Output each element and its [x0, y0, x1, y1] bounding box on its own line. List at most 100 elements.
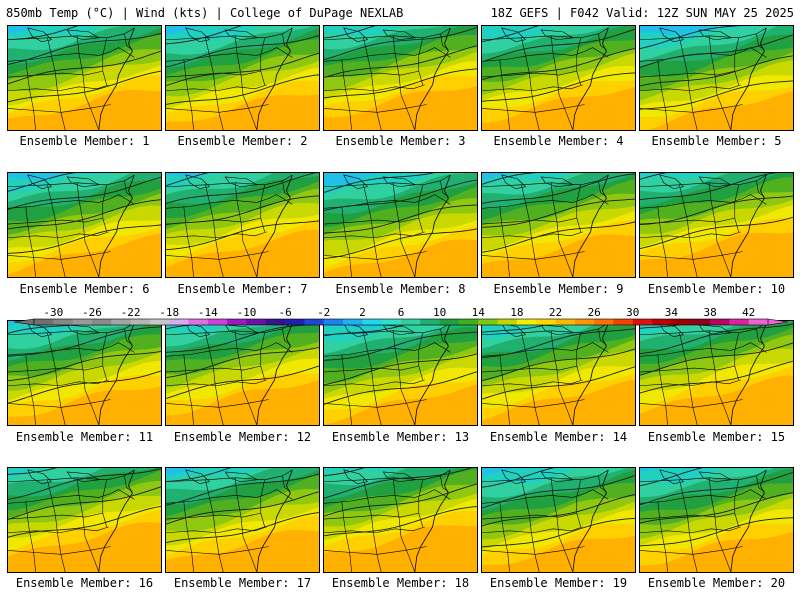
colorbar-segment — [265, 319, 286, 325]
temperature-map — [324, 173, 477, 277]
ensemble-member-label: Ensemble Member: 4 — [493, 134, 624, 148]
colorbar-segment — [207, 319, 228, 325]
colorbar-segment — [439, 319, 460, 325]
colorbar-segment — [53, 319, 73, 325]
temperature-map — [8, 173, 161, 277]
ensemble-map-panel — [639, 467, 794, 573]
ensemble-map-panel — [323, 172, 478, 278]
ensemble-map-panel — [323, 467, 478, 573]
ensemble-member-label: Ensemble Member: 16 — [15, 576, 154, 590]
temperature-map — [166, 173, 319, 277]
colorbar-segment — [652, 319, 672, 325]
colorbar-segment — [149, 319, 170, 325]
ensemble-member-label: Ensemble Member: 9 — [493, 282, 624, 296]
colorbar-segment — [671, 319, 692, 325]
colorbar-segment — [91, 319, 112, 325]
colorbar-tick-label: -10 — [237, 306, 257, 319]
ensemble-map-panel — [639, 320, 794, 426]
ensemble-member-label: Ensemble Member: 11 — [15, 430, 154, 444]
colorbar-segment — [285, 319, 305, 325]
colorbar-segment — [304, 319, 325, 325]
map-title: 850mb Temp (°C) | Wind (kts) | College o… — [6, 6, 404, 20]
ensemble-map-panel — [481, 172, 636, 278]
temperature-map — [482, 173, 635, 277]
colorbar-tick-label: 22 — [549, 306, 562, 319]
colorbar-segment — [748, 319, 769, 325]
ensemble-member-label: Ensemble Member: 8 — [335, 282, 466, 296]
temperature-map — [324, 468, 477, 572]
colorbar-tick-label: 18 — [510, 306, 523, 319]
colorbar-tick-label: -6 — [278, 306, 291, 319]
colorbar-segment — [34, 319, 54, 325]
colorbar-segment — [710, 319, 730, 325]
temperature-map — [482, 468, 635, 572]
ensemble-member-label: Ensemble Member: 15 — [647, 430, 786, 444]
colorbar-tick-label: -22 — [121, 306, 141, 319]
colorbar-tick-label: -2 — [317, 306, 330, 319]
ensemble-member-label: Ensemble Member: 10 — [647, 282, 786, 296]
colorbar-segment — [458, 319, 479, 325]
temperature-map — [166, 468, 319, 572]
ensemble-map-panel — [639, 25, 794, 131]
ensemble-map-panel — [323, 25, 478, 131]
temperature-map — [324, 321, 477, 425]
ensemble-member-label: Ensemble Member: 12 — [173, 430, 312, 444]
ensemble-map-panel — [165, 467, 320, 573]
ensemble-member-label: Ensemble Member: 6 — [19, 282, 150, 296]
colorbar-segment — [72, 319, 93, 325]
colorbar-segment — [362, 319, 382, 325]
ensemble-map-panel — [7, 467, 162, 573]
colorbar-segment — [497, 319, 518, 325]
colorbar-tick-label: 10 — [433, 306, 446, 319]
ensemble-member-label: Ensemble Member: 14 — [489, 430, 628, 444]
colorbar-tick-label: -18 — [159, 306, 179, 319]
colorbar-segment — [169, 319, 189, 325]
ensemble-member-label: Ensemble Member: 18 — [331, 576, 470, 590]
colorbar-segment — [632, 319, 653, 325]
colorbar-segment — [401, 319, 421, 325]
colorbar-tick-label: 26 — [588, 306, 601, 319]
temperature-map — [640, 321, 793, 425]
colorbar-segment — [188, 319, 209, 325]
colorbar-segment — [130, 319, 151, 325]
temperature-map — [166, 26, 319, 130]
colorbar-segment — [613, 319, 634, 325]
colorbar-segment — [536, 319, 556, 325]
colorbar-segment — [594, 319, 614, 325]
colorbar-tick-label: 2 — [359, 306, 366, 319]
colorbar-segment — [690, 319, 711, 325]
colorbar-segment — [246, 319, 267, 325]
colorbar-segment — [555, 319, 576, 325]
colorbar-left-arrow — [13, 318, 35, 326]
colorbar-segment — [729, 319, 749, 325]
temperature-map — [640, 173, 793, 277]
ensemble-member-label: Ensemble Member: 7 — [177, 282, 308, 296]
ensemble-map-panel — [165, 172, 320, 278]
ensemble-member-label: Ensemble Member: 19 — [489, 576, 628, 590]
temperature-map — [640, 26, 793, 130]
ensemble-map-panel — [165, 25, 320, 131]
colorbar-right-arrow — [767, 318, 789, 326]
ensemble-map-panel — [7, 320, 162, 426]
colorbar-segment — [323, 319, 344, 325]
temperature-map — [482, 26, 635, 130]
ensemble-map-panel — [481, 467, 636, 573]
temperature-colorbar: -30 -26 -22 -18 -14 -10 -6 -2 2 6 10 14 18 22 26 30 34 38… — [13, 306, 789, 326]
colorbar-segment — [574, 319, 595, 325]
ensemble-member-label: Ensemble Member: 1 — [19, 134, 150, 148]
colorbar-tick-label: 34 — [665, 306, 679, 319]
colorbar-tick-label: -30 — [43, 306, 63, 319]
colorbar-segment — [420, 319, 440, 325]
temperature-map — [8, 321, 161, 425]
ensemble-member-label: Ensemble Member: 2 — [177, 134, 308, 148]
temperature-map — [166, 321, 319, 425]
ensemble-member-label: Ensemble Member: 13 — [331, 430, 470, 444]
colorbar-segment — [516, 319, 537, 325]
colorbar-tick-label: 42 — [742, 306, 755, 319]
ensemble-map-panel — [7, 172, 162, 278]
ensemble-member-label: Ensemble Member: 3 — [335, 134, 466, 148]
ensemble-member-label: Ensemble Member: 20 — [647, 576, 786, 590]
colorbar-tick-label: -26 — [82, 306, 102, 319]
colorbar-segment — [343, 319, 363, 325]
temperature-map — [640, 468, 793, 572]
